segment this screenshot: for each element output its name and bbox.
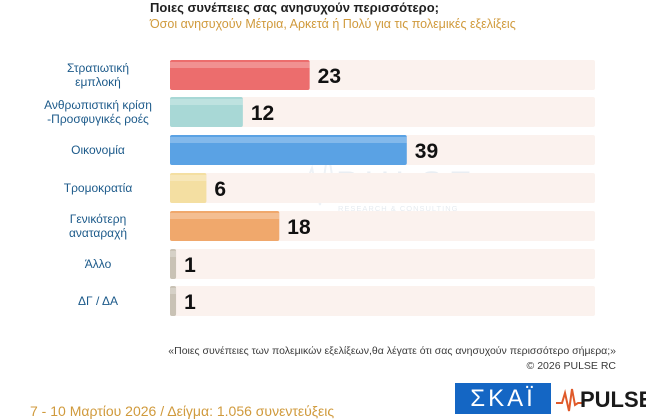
pulse-logo-line-icon <box>556 388 582 412</box>
skai-logo-text: ΣΚΑΪ <box>470 384 536 412</box>
bar <box>170 60 310 90</box>
copyright-text: © 2026 PULSE RC <box>526 360 616 372</box>
category-label: Ανθρωπιστική κρίση -Προσφυγικές ροές <box>44 98 152 126</box>
bar <box>170 97 243 127</box>
bar-highlight <box>170 213 280 219</box>
bar-highlight <box>170 288 177 294</box>
pulse-logo-text: PULSE <box>580 387 646 412</box>
bar-highlight <box>170 99 243 105</box>
bar-track <box>170 173 595 203</box>
question-footnote: «Ποιες συνέπειες των πολεμικών εξελίξεων… <box>168 345 616 357</box>
value-label: 1 <box>184 254 196 277</box>
bar <box>170 135 407 165</box>
category-label: Άλλο <box>85 257 112 271</box>
value-label: 6 <box>214 178 226 201</box>
bar <box>170 173 207 203</box>
value-label: 23 <box>318 65 341 88</box>
watermark-tagline: RESEARCH & CONSULTING <box>338 204 458 213</box>
category-label: Γενικότερη αναταραχή <box>69 212 127 240</box>
value-label: 18 <box>287 216 311 239</box>
category-label: ΔΓ / ΔΑ <box>78 294 118 308</box>
value-label: 1 <box>184 291 196 314</box>
pulse-logo: PULSE <box>556 385 646 414</box>
bar-track <box>170 97 595 127</box>
fieldwork-info: 7 - 10 Μαρτίου 2026 / Δείγμα: 1.056 συνε… <box>30 403 335 419</box>
skai-logo: ΣΚΑΪ <box>455 383 551 414</box>
bar <box>170 211 280 241</box>
bar-highlight <box>170 175 207 181</box>
category-label: Οικονομία <box>71 143 125 157</box>
bar-highlight <box>170 137 407 143</box>
bar-highlight <box>170 251 177 257</box>
bar-highlight <box>170 62 310 68</box>
bars-layer: 23 Στρατιωτική εμπλοκή 12 Ανθρωπιστική κρίση… <box>44 60 595 316</box>
bar-track <box>170 249 595 279</box>
value-label: 39 <box>415 140 438 163</box>
category-label: Τρομοκρατία <box>64 181 133 195</box>
bar <box>170 249 177 279</box>
bar <box>170 286 177 316</box>
bar-track <box>170 286 595 316</box>
value-label: 12 <box>251 102 274 125</box>
category-label: Στρατιωτική εμπλοκή <box>67 61 129 89</box>
chart-title: Ποιες συνέπειες σας ανησυχούν περισσότερ… <box>150 0 439 15</box>
chart-subtitle: Όσοι ανησυχούν Μέτρια, Αρκετά ή Πολύ για… <box>150 17 516 31</box>
